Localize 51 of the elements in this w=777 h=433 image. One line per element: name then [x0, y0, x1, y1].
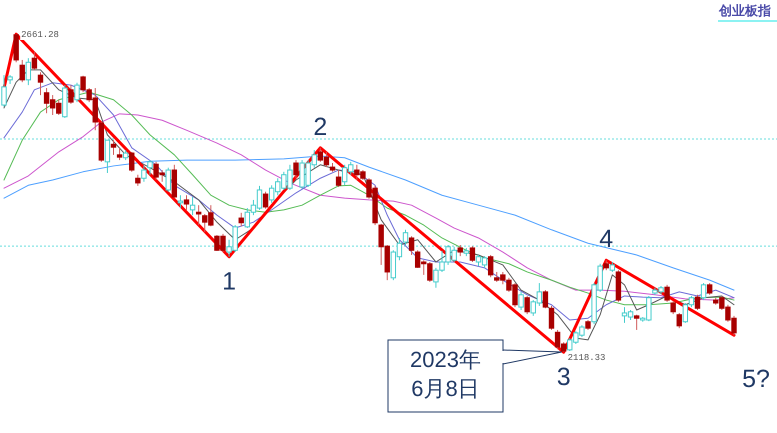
chart-title: 创业板指	[718, 3, 771, 18]
candlestick	[178, 194, 184, 209]
candlestick	[700, 282, 706, 301]
candlestick	[166, 167, 171, 192]
candlestick	[402, 229, 408, 246]
candlestick	[524, 295, 530, 315]
candlestick	[548, 305, 554, 330]
candlestick	[336, 170, 342, 188]
candlestick	[196, 204, 202, 226]
candlestick	[262, 191, 268, 210]
candlestick	[135, 174, 141, 186]
candlestick	[184, 194, 190, 210]
candlestick	[141, 165, 147, 182]
candlestick	[458, 244, 463, 257]
candlestick	[694, 294, 700, 311]
text: 2118.33	[568, 353, 606, 363]
candlestick	[470, 246, 476, 262]
candlestick	[104, 140, 110, 174]
annotation: 2023年 6月8日	[410, 347, 481, 401]
candlestick	[190, 196, 196, 216]
annotation: 2661.28	[21, 30, 59, 40]
candlestick	[32, 51, 38, 70]
annotation: 4	[599, 225, 614, 254]
candlestick	[664, 284, 670, 302]
candlestick	[293, 160, 299, 179]
candlestick	[670, 300, 676, 315]
candlestick	[74, 82, 80, 103]
text: 5?	[742, 365, 770, 394]
annotation: 3	[556, 363, 571, 392]
candlestick	[610, 261, 616, 272]
candlestick	[38, 72, 44, 96]
annotation: 1	[222, 268, 236, 296]
candlestick	[122, 150, 128, 161]
candlestick	[129, 151, 134, 172]
candlestick	[706, 282, 712, 296]
candlestick	[68, 84, 74, 104]
candlestick	[147, 160, 153, 176]
candlestick	[1, 74, 7, 108]
candlestick	[488, 254, 494, 278]
candlestick	[634, 314, 640, 330]
candlestick	[585, 319, 591, 330]
candlestick	[116, 147, 122, 161]
candlestick	[26, 58, 32, 86]
candlestick	[20, 59, 25, 83]
candlestick	[604, 260, 609, 271]
candlestick	[542, 290, 548, 309]
candlestick	[676, 312, 682, 329]
candlestick	[408, 236, 414, 256]
annotation: 2	[313, 112, 328, 141]
candlestick	[238, 212, 244, 227]
candlestick	[518, 291, 524, 311]
